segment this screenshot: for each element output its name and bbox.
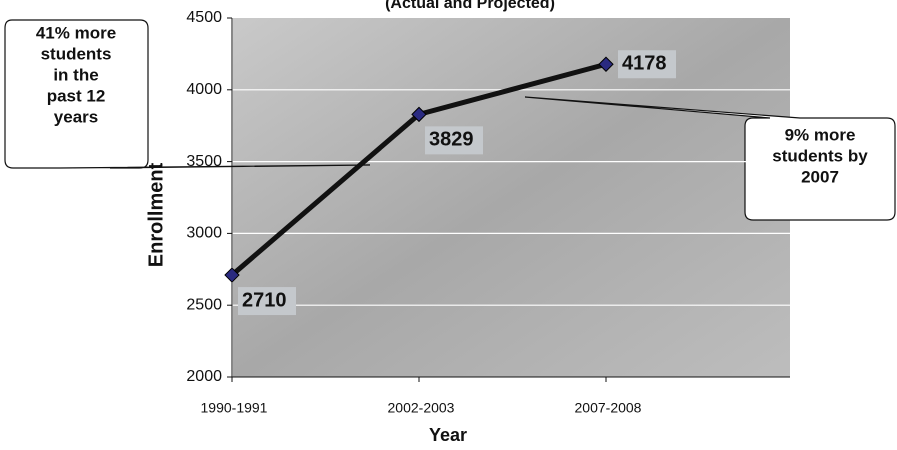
- marker: [411, 106, 427, 123]
- callout: [524, 96, 896, 221]
- callout: [4, 19, 371, 169]
- callout-text: 41% more: [36, 23, 116, 42]
- marker: [598, 56, 614, 72]
- data-label: 3829: [429, 129, 474, 151]
- callout-text: past 12: [47, 86, 106, 105]
- callout-text: 9% more: [785, 125, 856, 144]
- subtitle: (Actual and Projected): [385, 0, 555, 12]
- callout-text: 2007: [801, 167, 839, 186]
- y-tick-label: 4000: [186, 81, 222, 98]
- data-label-box: [618, 50, 676, 79]
- y-tick-label: 3000: [186, 225, 222, 242]
- data-label: 2710: [242, 289, 287, 311]
- y-axis-label: Enrollment: [145, 162, 167, 267]
- x-tick-label: 1990-1991: [201, 400, 268, 416]
- y-tick-label: 4500: [186, 9, 222, 26]
- x-axis-label: Year: [429, 425, 467, 445]
- plot-background: [233, 18, 790, 377]
- callout-text: years: [54, 107, 98, 126]
- callout-text: in the: [53, 65, 98, 84]
- data-label: 4178: [622, 53, 667, 75]
- callout-text: students: [41, 44, 112, 63]
- data-label-box: [425, 126, 483, 155]
- y-tick-label: 2500: [186, 296, 222, 313]
- x-tick-label: 2002-2003: [388, 400, 455, 416]
- x-tick-label: 2007-2008: [575, 400, 642, 416]
- y-tick-label: 3500: [186, 153, 222, 170]
- data-label-box: [238, 287, 296, 316]
- marker: [224, 267, 240, 283]
- callout-text: students by: [772, 146, 868, 165]
- y-tick-label: 2000: [186, 368, 222, 385]
